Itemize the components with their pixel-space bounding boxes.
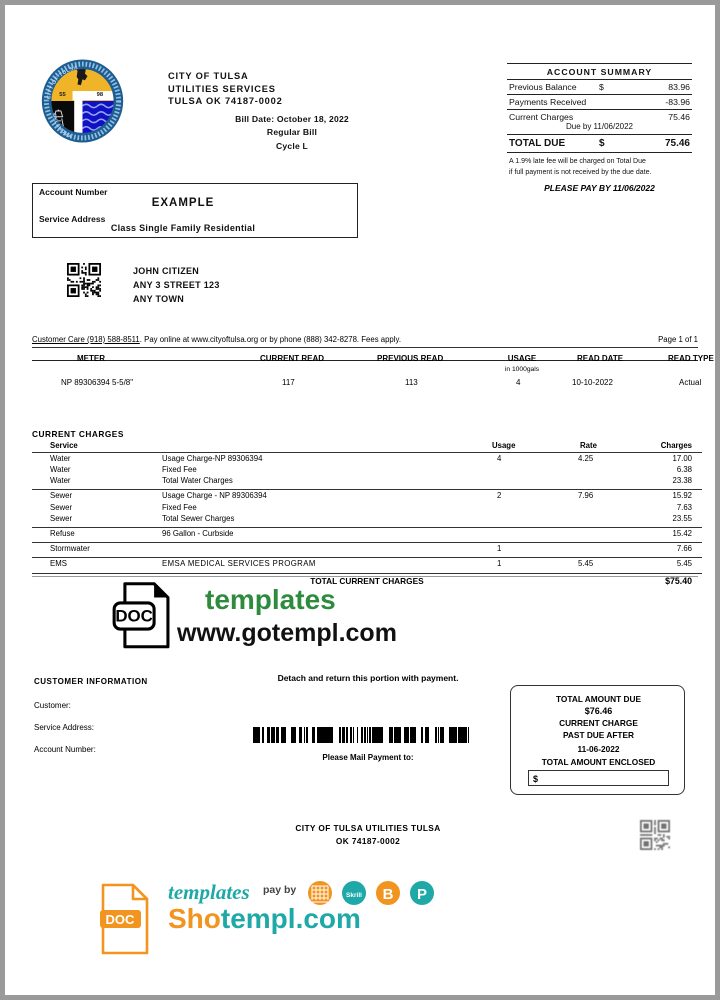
svg-text:P: P — [417, 886, 427, 903]
svg-text:DOC: DOC — [115, 606, 153, 625]
svg-text:B: B — [383, 886, 394, 903]
svg-text:DOC: DOC — [106, 912, 136, 927]
svg-text:98: 98 — [97, 92, 104, 98]
svg-text:Skrill: Skrill — [346, 892, 362, 899]
svg-text:55: 55 — [59, 92, 66, 98]
